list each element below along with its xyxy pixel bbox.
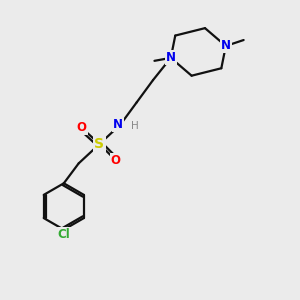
Text: O: O — [76, 121, 87, 134]
Text: H: H — [131, 121, 139, 131]
Text: N: N — [113, 118, 123, 131]
Text: N: N — [221, 40, 231, 52]
Text: S: S — [94, 137, 104, 151]
Text: N: N — [166, 51, 176, 64]
Text: Cl: Cl — [57, 228, 70, 241]
Text: O: O — [111, 154, 121, 167]
